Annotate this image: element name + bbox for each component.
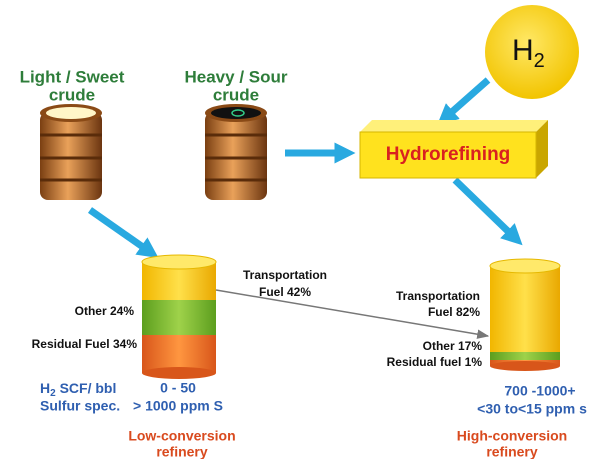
high-cylinder (490, 259, 560, 371)
feed-label: Heavy / Sour (185, 67, 288, 86)
diagram: H2 Hydrorefining Light / Sweet crude Hea… (0, 0, 602, 459)
process-label: Hydrorefining (386, 144, 511, 165)
product-label: Residual Fuel 34% (32, 337, 138, 351)
refinery-name: refinery (156, 444, 208, 459)
spec-value: 700 -1000+ (504, 383, 575, 399)
low-cylinder (142, 255, 216, 379)
product-label: Fuel 42% (259, 285, 311, 299)
spec-label: H2 SCF/ bbl (40, 380, 116, 399)
refinery-name: High-conversion (457, 428, 567, 444)
heavy-barrel (205, 104, 267, 200)
feed-label: Light / Sweet (20, 67, 125, 86)
refinery-name: refinery (486, 444, 538, 459)
product-label: Transportation (243, 268, 327, 282)
sub: 2 (534, 50, 545, 72)
spec-value: <30 to<15 ppm s (477, 401, 587, 417)
unit: SCF/ bbl (56, 380, 117, 396)
product-label: Other 24% (75, 304, 135, 318)
h: H (512, 34, 534, 67)
spec-value: 0 - 50 (160, 380, 196, 396)
feed-label: crude (49, 85, 95, 104)
refinery-name: Low-conversion (128, 428, 235, 444)
product-label: Residual fuel 1% (387, 355, 483, 369)
product-label: Fuel 82% (428, 305, 480, 319)
h: H (40, 380, 50, 396)
light-barrel (40, 104, 102, 200)
spec-label: Sulfur spec. (40, 398, 120, 414)
product-label: Transportation (396, 289, 480, 303)
spec-value: > 1000 ppm S (133, 398, 223, 414)
feed-label: crude (213, 85, 259, 104)
product-label: Other 17% (423, 339, 483, 353)
